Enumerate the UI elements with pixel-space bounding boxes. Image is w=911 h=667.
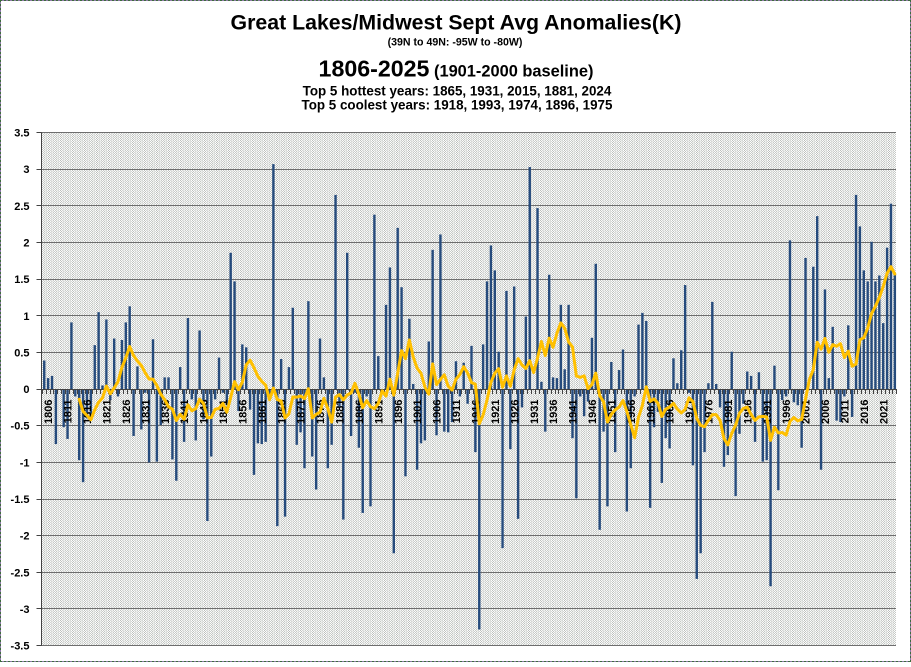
svg-text:0.5: 0.5 <box>14 347 29 359</box>
svg-text:1831: 1831 <box>140 400 152 424</box>
svg-text:1861: 1861 <box>257 400 269 424</box>
svg-text:1906: 1906 <box>432 400 444 424</box>
svg-text:-1: -1 <box>20 457 30 469</box>
svg-text:2021: 2021 <box>878 400 890 424</box>
svg-text:Top 5 coolest years: 1918, 19: Top 5 coolest years: 1918, 1993, 1974, 1… <box>302 98 613 113</box>
svg-text:1921: 1921 <box>490 400 502 424</box>
svg-text:1961: 1961 <box>645 400 657 424</box>
svg-text:2: 2 <box>23 238 29 250</box>
svg-text:3: 3 <box>23 164 29 176</box>
svg-text:1896: 1896 <box>393 400 405 424</box>
svg-text:-3.5: -3.5 <box>11 641 30 653</box>
svg-text:1856: 1856 <box>237 400 249 424</box>
svg-text:1996: 1996 <box>781 400 793 424</box>
svg-text:-3: -3 <box>20 604 30 616</box>
svg-text:-2: -2 <box>20 531 30 543</box>
svg-text:(39N to 49N: -95W to -80W): (39N to 49N: -95W to -80W) <box>388 37 523 49</box>
svg-text:1981: 1981 <box>723 400 735 424</box>
svg-text:2.5: 2.5 <box>14 201 29 213</box>
svg-text:0: 0 <box>23 384 29 396</box>
svg-text:1806: 1806 <box>43 400 55 424</box>
svg-text:1: 1 <box>23 311 29 323</box>
svg-text:-0.5: -0.5 <box>11 421 30 433</box>
svg-text:1881: 1881 <box>335 400 347 424</box>
svg-text:1901: 1901 <box>412 400 424 424</box>
svg-text:2011: 2011 <box>839 400 851 424</box>
svg-text:1806-2025 (1901-2000 baseline): 1806-2025 (1901-2000 baseline) <box>319 56 594 82</box>
svg-text:1811: 1811 <box>63 400 75 424</box>
svg-text:1826: 1826 <box>121 400 133 424</box>
svg-text:1941: 1941 <box>568 400 580 424</box>
svg-text:Top 5 hottest years: 1865, 19: Top 5 hottest years: 1865, 1931, 2015, 1… <box>303 84 612 99</box>
svg-text:1976: 1976 <box>704 400 716 424</box>
svg-text:2016: 2016 <box>859 400 871 424</box>
svg-text:3.5: 3.5 <box>14 128 29 140</box>
svg-text:2006: 2006 <box>820 400 832 424</box>
svg-text:1946: 1946 <box>587 400 599 424</box>
svg-text:-2.5: -2.5 <box>11 567 30 579</box>
svg-text:-1.5: -1.5 <box>11 494 30 506</box>
svg-text:1926: 1926 <box>509 400 521 424</box>
svg-text:1871: 1871 <box>296 400 308 424</box>
svg-text:Great Lakes/Midwest Sept Avg A: Great Lakes/Midwest Sept Avg Anomalies(K… <box>231 11 682 35</box>
svg-text:1.5: 1.5 <box>14 274 29 286</box>
svg-text:1931: 1931 <box>529 400 541 424</box>
svg-text:1936: 1936 <box>548 400 560 424</box>
svg-text:1821: 1821 <box>102 400 114 424</box>
svg-text:1911: 1911 <box>451 400 463 424</box>
